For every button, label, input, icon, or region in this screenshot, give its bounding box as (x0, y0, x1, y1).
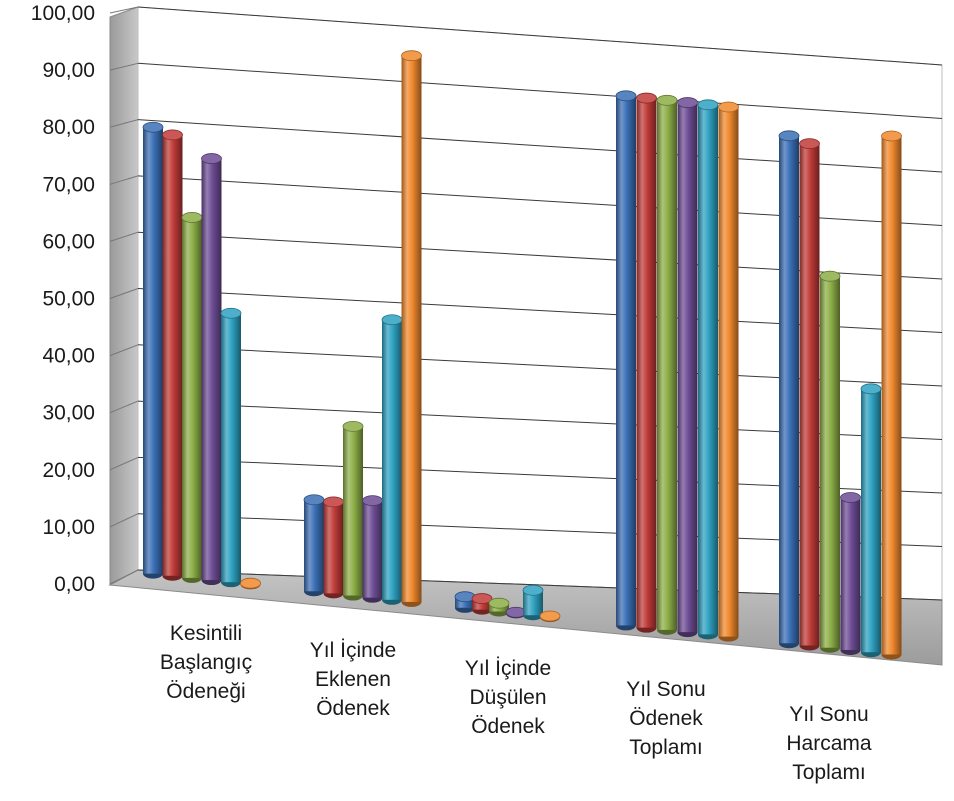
category-label: Ödeneği (166, 680, 245, 703)
bars-area (142, 50, 902, 660)
bar (819, 270, 841, 653)
bar (840, 492, 861, 655)
bar (162, 129, 183, 581)
bar (881, 130, 902, 660)
bar (240, 577, 261, 590)
bar (362, 495, 383, 603)
side-gridline (109, 231, 139, 242)
side-gridline (109, 344, 139, 357)
side-gridline (109, 119, 139, 128)
bar (488, 597, 510, 617)
bar (697, 99, 719, 640)
bar (860, 383, 882, 658)
y-tick-label: 0,00 (54, 573, 95, 596)
bar (718, 101, 739, 642)
bar (142, 121, 164, 579)
bar (656, 94, 678, 635)
bar (778, 130, 800, 649)
side-gridline (109, 62, 139, 71)
category-label: Düşülen (469, 686, 546, 709)
y-tick-label: 20,00 (42, 459, 95, 482)
category-label: Kesintili (170, 622, 242, 645)
y-tick-label: 100,00 (31, 2, 95, 25)
y-tick-label: 40,00 (42, 345, 95, 368)
category-label: Eklenen (315, 668, 391, 691)
bar (454, 591, 476, 613)
side-gridline (109, 400, 139, 414)
bar (677, 97, 698, 638)
category-label: Yıl İçinde (465, 657, 551, 680)
category-label: Ödenek (629, 707, 703, 730)
side-gridline (109, 288, 139, 299)
gridline (137, 6, 943, 66)
category-label: Ödenek (316, 697, 390, 720)
bar (220, 307, 242, 588)
category-label: Ödenek (471, 715, 545, 738)
y-tick-label: 80,00 (42, 116, 95, 139)
x-axis: Kesintili Başlangıç Ödeneği Yıl İçinde Eklen… (160, 622, 872, 784)
category-label: Toplamı (629, 736, 703, 759)
bar (636, 92, 657, 633)
bar (381, 314, 403, 605)
bar (471, 593, 493, 615)
side-gridline (109, 175, 139, 185)
y-tick-label: 10,00 (42, 516, 95, 539)
category-label: Başlangıç (160, 651, 252, 674)
bar (323, 496, 344, 599)
bar (303, 494, 325, 597)
y-tick-label: 50,00 (42, 288, 95, 311)
side-wall (109, 6, 139, 586)
y-tick-label: 90,00 (42, 59, 95, 82)
bar (522, 584, 544, 621)
y-tick-label: 60,00 (42, 230, 95, 253)
category-label: Toplamı (792, 761, 866, 784)
category-label: Yıl Sonu (626, 678, 705, 701)
bar (615, 90, 637, 631)
y-tick-label: 70,00 (42, 173, 95, 196)
side-gridline (109, 6, 139, 14)
y-axis: 0,00 10,00 20,00 30,00 40,00 50,00 60,00 70,00 8… (31, 2, 95, 596)
category-label: Harcama (786, 732, 872, 755)
gridline (137, 62, 943, 119)
bar (539, 610, 561, 623)
category-label: Yıl İçinde (310, 639, 396, 662)
side-gridline (109, 456, 139, 471)
bar (342, 420, 364, 601)
side-gridline (109, 513, 139, 528)
bar (201, 153, 222, 586)
side-gridline (109, 569, 139, 585)
y-tick-label: 30,00 (42, 402, 95, 425)
category-label: Yıl Sonu (789, 703, 868, 726)
bar (401, 50, 422, 607)
bar (799, 138, 820, 651)
bar (181, 212, 203, 583)
